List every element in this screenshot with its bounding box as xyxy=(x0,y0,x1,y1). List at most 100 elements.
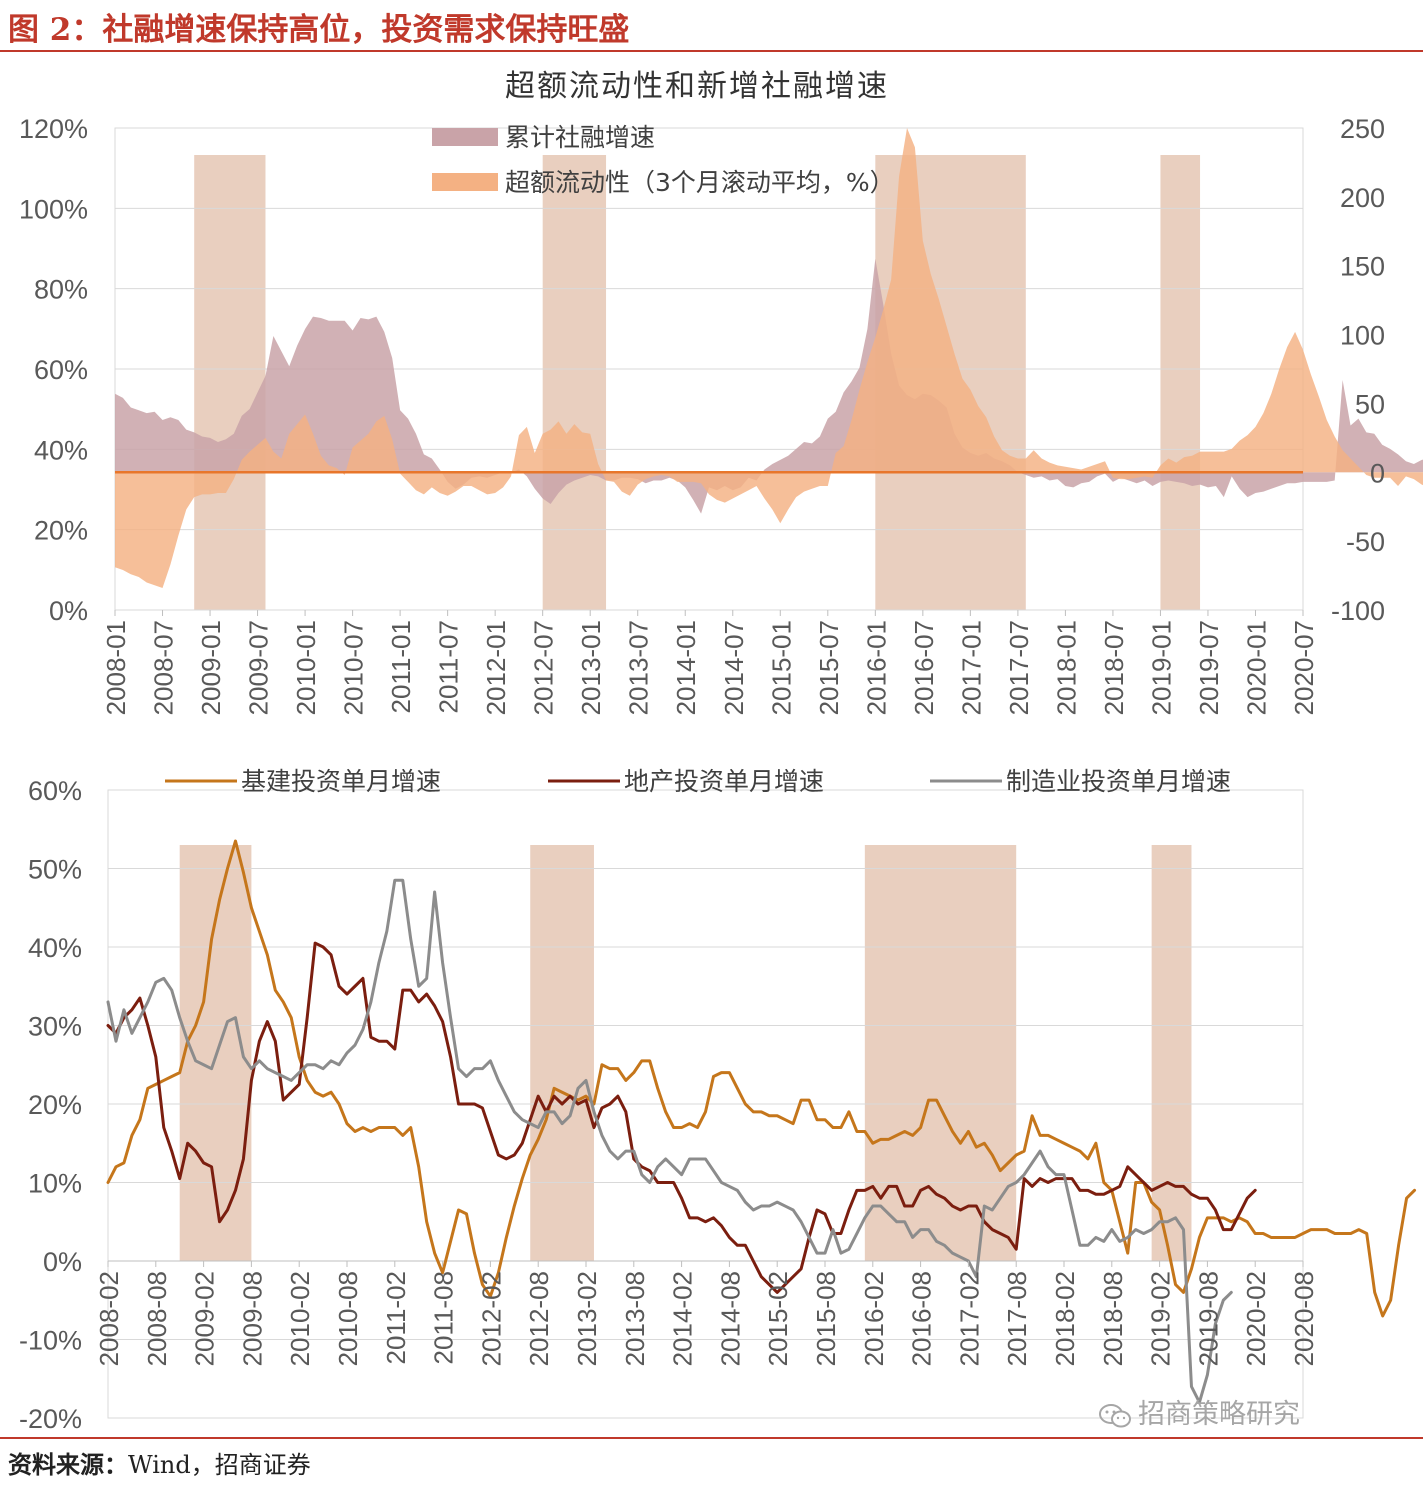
bottom-x-tick-label: 2011-08 xyxy=(429,1271,459,1365)
top-gridlines xyxy=(114,127,1304,611)
social-financing-area xyxy=(115,258,1423,514)
top-right-tick-label: 250 xyxy=(1340,114,1385,144)
legend-label-excess-liquidity: 超额流动性（3个月滚动平均，%） xyxy=(505,168,895,197)
title-rule xyxy=(0,50,1423,52)
manufacturing-line xyxy=(106,878,1233,1404)
bottom-legend: 基建投资单月增速 地产投资单月增速 制造业投资单月增速 xyxy=(165,767,1231,796)
watermark-text: 招商策略研究 xyxy=(1138,1399,1300,1430)
bottom-x-tick-label: 2017-08 xyxy=(1002,1271,1032,1366)
bottom-y-tick-label: 0% xyxy=(43,1247,82,1277)
source-note: 资料来源：Wind，招商证券 xyxy=(8,1445,311,1480)
top-x-tick-label: 2016-01 xyxy=(861,620,891,715)
legend-label-social-financing: 累计社融增速 xyxy=(505,123,655,152)
top-chart: 120% 100% 80% 60% 40% 20% 0% 250 200 150 100 50 0 -50… xyxy=(19,69,1423,715)
bottom-shaded-period-4 xyxy=(1151,845,1192,1261)
legend-infrastructure-label: 基建投资单月增速 xyxy=(241,767,441,796)
top-x-tick-label: 2019-01 xyxy=(1146,620,1176,715)
top-x-tick-label: 2015-01 xyxy=(766,620,796,715)
top-x-tick-label: 2015-07 xyxy=(814,620,844,715)
bottom-x-tick-label: 2018-02 xyxy=(1050,1271,1080,1366)
bottom-x-tick-label: 2018-08 xyxy=(1098,1271,1128,1366)
top-x-tick-label: 2017-07 xyxy=(1004,620,1034,715)
legend-real-estate-label: 地产投资单月增速 xyxy=(624,767,824,796)
bottom-line-series xyxy=(106,839,1417,1404)
top-x-tick-label: 2013-01 xyxy=(576,620,606,715)
bottom-y-tick-label: -10% xyxy=(19,1326,82,1356)
bottom-x-tick-label: 2011-02 xyxy=(381,1271,411,1365)
bottom-x-tick-label: 2012-08 xyxy=(524,1271,554,1366)
bottom-x-tick-label: 2016-02 xyxy=(859,1271,889,1366)
bottom-x-tick-label: 2014-02 xyxy=(668,1271,698,1366)
bottom-x-tick-label: 2019-08 xyxy=(1193,1271,1223,1366)
bottom-y-tick-label: 40% xyxy=(28,933,82,963)
bottom-x-tick-label: 2020-08 xyxy=(1289,1271,1319,1366)
top-x-tick-label: 2014-01 xyxy=(671,620,701,715)
top-right-tick-label: 100 xyxy=(1340,321,1385,351)
top-area-series xyxy=(115,128,1423,588)
bottom-shaded-periods xyxy=(179,845,1192,1261)
top-left-tick-label: 80% xyxy=(34,275,88,305)
top-x-tick-label: 2018-01 xyxy=(1051,620,1081,715)
top-left-tick-label: 120% xyxy=(19,114,88,144)
top-x-tick-label: 2010-01 xyxy=(291,620,321,715)
bottom-x-tick-label: 2010-02 xyxy=(285,1271,315,1366)
bottom-y-tick-label: 10% xyxy=(28,1169,82,1199)
legend-manufacturing-label: 制造业投资单月增速 xyxy=(1006,767,1231,796)
top-left-tick-label: 100% xyxy=(19,194,88,224)
top-x-tick-label: 2014-07 xyxy=(719,620,749,715)
bottom-x-tick-label: 2013-08 xyxy=(620,1271,650,1366)
bottom-x-tick-label: 2017-02 xyxy=(954,1271,984,1366)
top-x-tick-label: 2012-07 xyxy=(529,620,559,715)
bottom-x-tick-label: 2009-08 xyxy=(237,1271,267,1366)
bottom-y-tick-label: 50% xyxy=(28,855,82,885)
top-x-tick-label: 2016-07 xyxy=(909,620,939,715)
bottom-x-tick-label: 2020-02 xyxy=(1241,1271,1271,1366)
top-x-tick-label: 2011-07 xyxy=(434,620,464,714)
top-left-tick-label: 20% xyxy=(34,516,88,546)
top-x-tick-label: 2008-07 xyxy=(149,620,179,715)
bottom-axes: 60% 50% 40% 30% 20% 10% 0% -10% -20% 2008-02 2008-… xyxy=(19,776,1319,1434)
bottom-shaded-period-3 xyxy=(864,845,1017,1261)
bottom-chart: 60% 50% 40% 30% 20% 10% 0% -10% -20% 2008-02 2008-… xyxy=(19,767,1417,1434)
bottom-y-tick-label: 20% xyxy=(28,1090,82,1120)
bottom-x-tick-label: 2008-02 xyxy=(94,1271,124,1366)
top-right-tick-label: 200 xyxy=(1340,183,1385,213)
wechat-icon xyxy=(1099,1403,1131,1427)
bottom-x-tick-label: 2012-02 xyxy=(476,1271,506,1366)
top-right-tick-label: 150 xyxy=(1340,252,1385,282)
bottom-x-tick-label: 2014-08 xyxy=(715,1271,745,1366)
top-shaded-period-4 xyxy=(1160,155,1201,610)
bottom-y-tick-label: -20% xyxy=(19,1404,82,1434)
top-x-tick-label: 2008-01 xyxy=(101,620,131,715)
legend-swatch-social-financing xyxy=(432,128,498,146)
bottom-x-tick-label: 2016-08 xyxy=(907,1271,937,1366)
top-right-tick-label: -50 xyxy=(1346,527,1385,557)
source-rule xyxy=(0,1437,1423,1439)
bottom-x-tick-label: 2008-08 xyxy=(142,1271,172,1366)
top-x-tick-label: 2017-01 xyxy=(956,620,986,715)
top-left-tick-label: 0% xyxy=(49,596,88,626)
bottom-x-tick-label: 2009-02 xyxy=(190,1271,220,1366)
top-left-tick-label: 40% xyxy=(34,435,88,465)
top-axes: 120% 100% 80% 60% 40% 20% 0% 250 200 150 100 50 0 -50… xyxy=(19,114,1385,715)
bottom-x-tick-label: 2015-02 xyxy=(763,1271,793,1366)
top-x-tick-label: 2009-07 xyxy=(244,620,274,715)
top-x-tick-label: 2009-01 xyxy=(196,620,226,715)
top-shaded-period-2 xyxy=(542,155,607,610)
top-x-tick-label: 2010-07 xyxy=(339,620,369,715)
bottom-x-tick-label: 2010-08 xyxy=(333,1271,363,1366)
top-x-tick-label: 2013-07 xyxy=(624,620,654,715)
top-x-tick-label: 2018-07 xyxy=(1099,620,1129,715)
bottom-y-tick-label: 60% xyxy=(28,776,82,806)
bottom-x-tick-label: 2015-08 xyxy=(811,1271,841,1366)
source-prefix: 资料来源： xyxy=(8,1450,128,1479)
source-text: Wind，招商证券 xyxy=(128,1451,311,1479)
infrastructure-line xyxy=(106,839,1417,1318)
bottom-x-tick-label: 2019-02 xyxy=(1146,1271,1176,1366)
top-shaded-period-1 xyxy=(194,155,266,610)
top-x-tick-label: 2020-01 xyxy=(1241,620,1271,715)
bottom-x-tick-label: 2013-02 xyxy=(572,1271,602,1366)
legend-swatch-excess-liquidity xyxy=(432,173,498,191)
